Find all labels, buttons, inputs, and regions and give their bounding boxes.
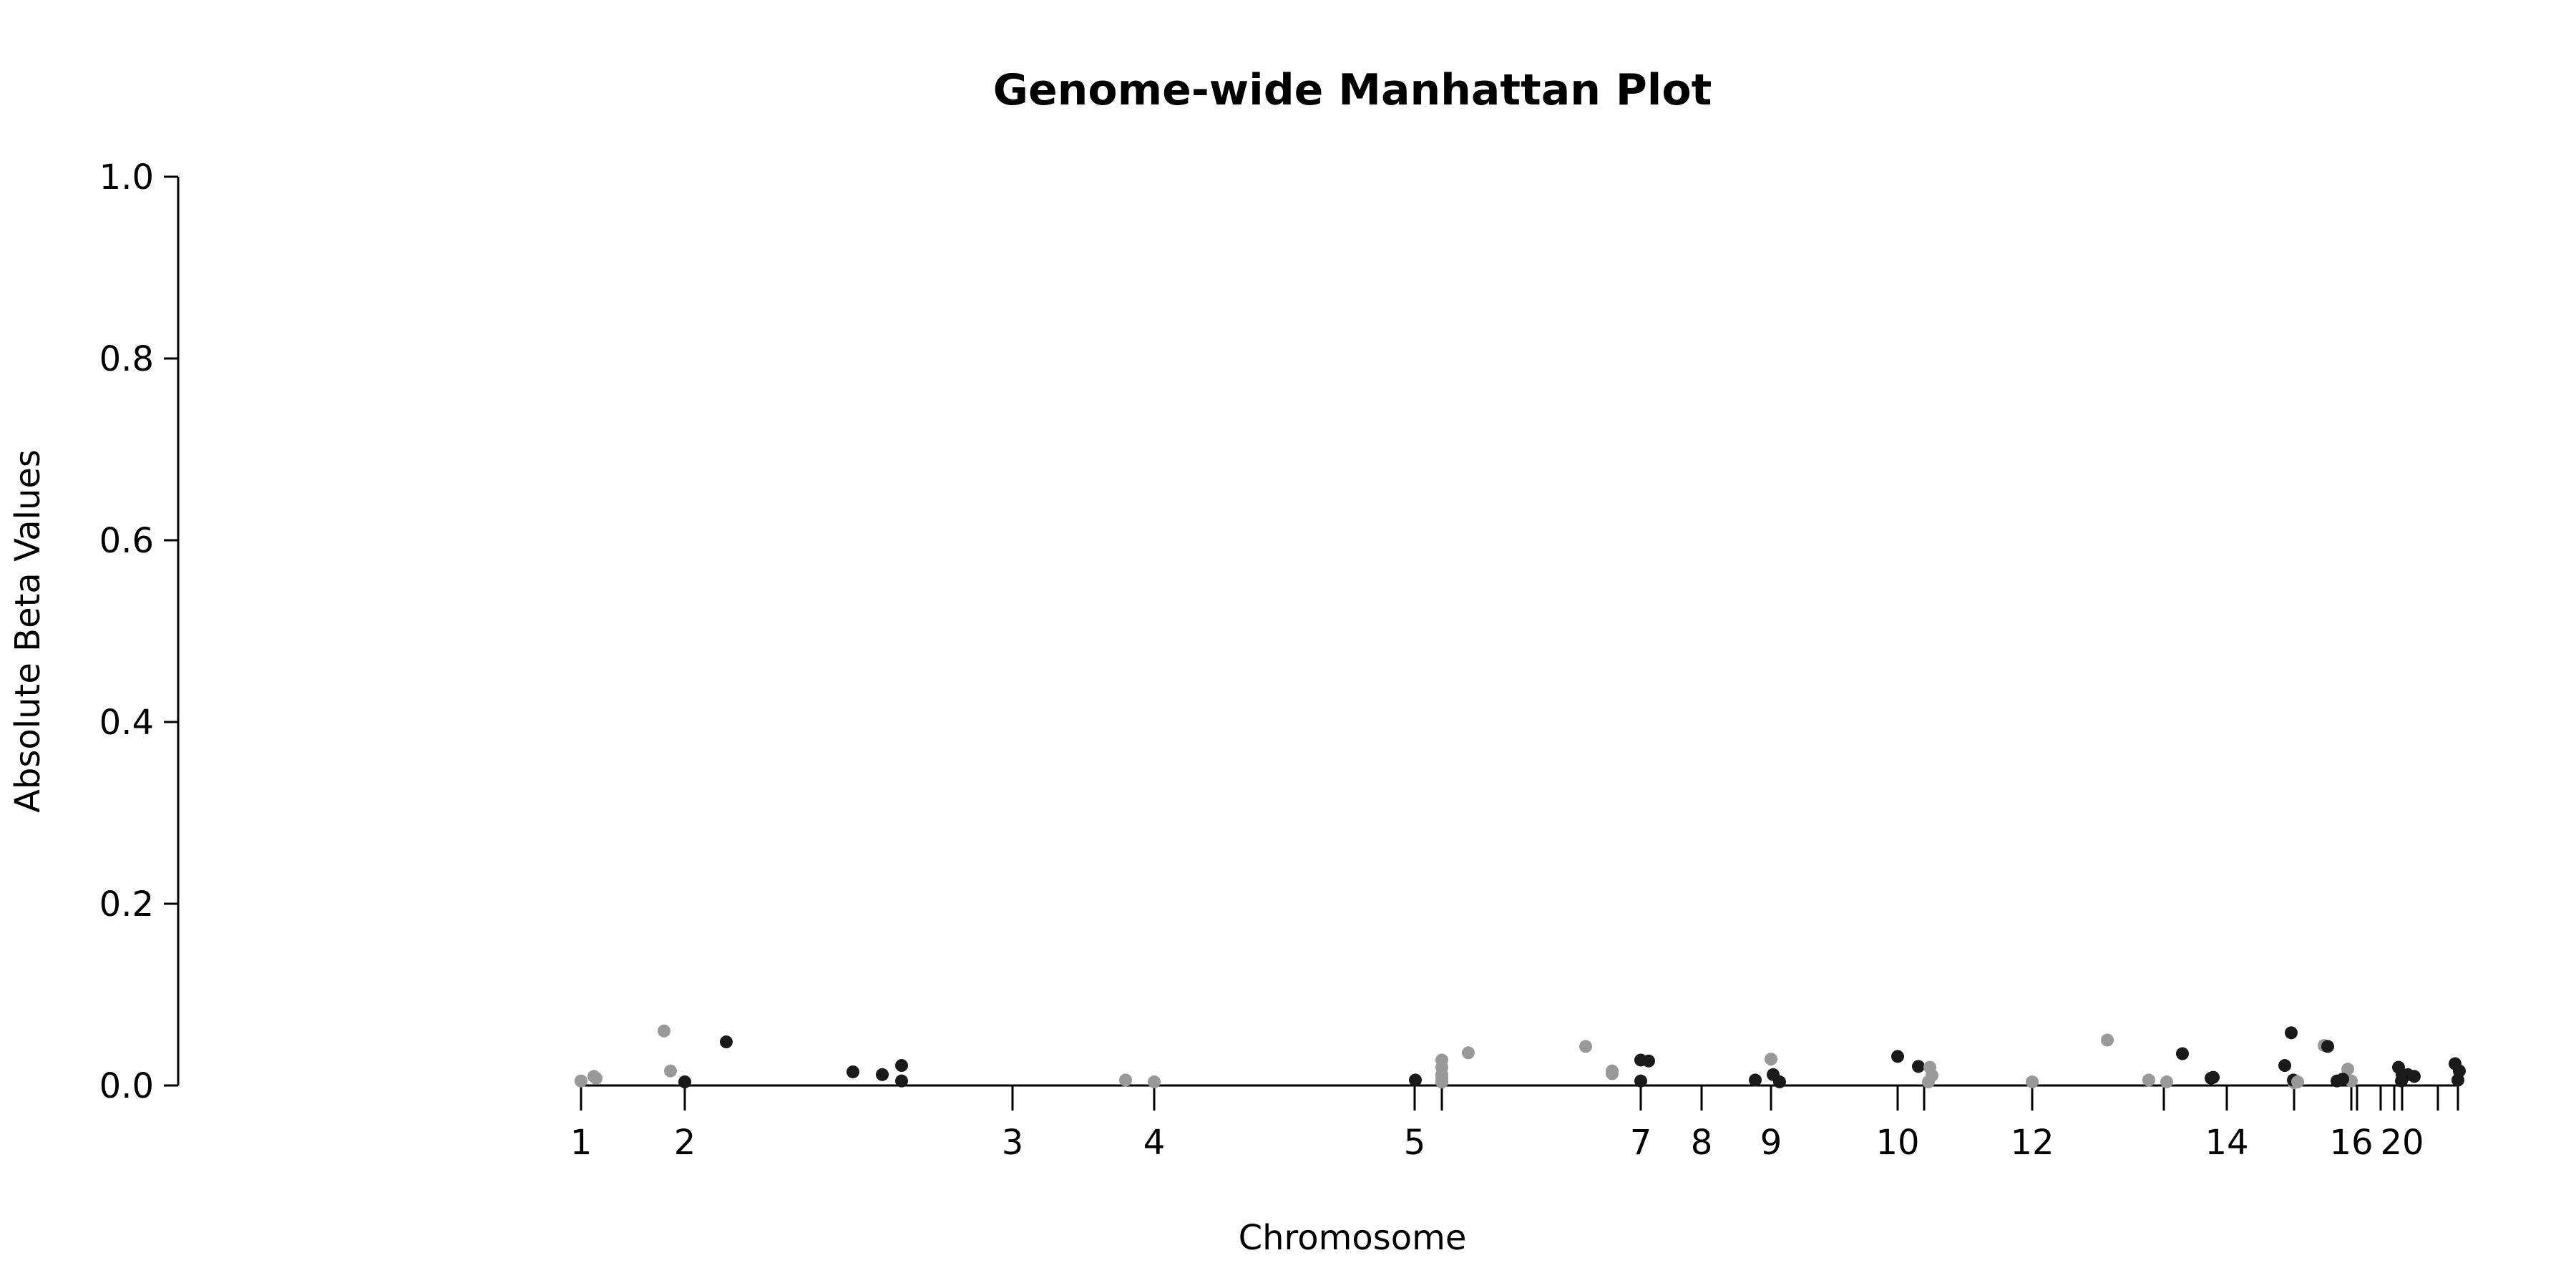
y-tick-label: 0.0: [99, 1066, 154, 1106]
data-point: [1579, 1040, 1592, 1053]
x-tick-label: 8: [1691, 1123, 1713, 1163]
y-tick-label: 0.2: [99, 884, 154, 924]
data-point: [2392, 1060, 2405, 1074]
x-tick-label: 7: [1630, 1123, 1652, 1163]
data-point: [590, 1071, 602, 1085]
data-point: [2291, 1075, 2304, 1088]
data-point: [1409, 1073, 1422, 1087]
y-axis: 0.0 0.2 0.4 0.6 0.8 1.0: [99, 157, 180, 1106]
data-point: [2142, 1073, 2155, 1087]
data-point: [2321, 1040, 2334, 1053]
data-point: [1148, 1075, 1161, 1088]
x-tick-label: 9: [1760, 1123, 1782, 1163]
data-point: [2336, 1073, 2349, 1086]
data-point: [2176, 1047, 2189, 1060]
x-tick-label: 1: [570, 1123, 592, 1163]
data-point: [1435, 1053, 1448, 1067]
data-point: [2341, 1063, 2354, 1076]
data-point: [1891, 1050, 1904, 1063]
data-point: [678, 1075, 691, 1088]
data-point: [1119, 1073, 1132, 1087]
data-point: [2453, 1064, 2466, 1078]
data-point: [2278, 1059, 2291, 1073]
data-point: [664, 1064, 677, 1078]
data-point: [2207, 1070, 2220, 1084]
x-tick-label: 5: [1404, 1123, 1426, 1163]
data-point: [2285, 1026, 2298, 1040]
data-point: [658, 1024, 670, 1038]
data-point: [1634, 1074, 1647, 1088]
data-point: [1765, 1053, 1777, 1066]
data-point: [1462, 1046, 1475, 1060]
x-tick-label: 2: [674, 1123, 696, 1163]
data-point: [1642, 1054, 1655, 1068]
x-tick-label: 16: [2329, 1123, 2373, 1163]
y-tick-label: 0.4: [99, 703, 154, 743]
data-point: [2026, 1075, 2039, 1088]
data-point: [895, 1059, 908, 1073]
y-tick-label: 0.6: [99, 521, 154, 561]
data-point: [1923, 1060, 1936, 1074]
data-point: [1912, 1060, 1925, 1073]
data-point: [575, 1074, 587, 1088]
data-point: [1773, 1075, 1786, 1088]
x-tick-label: 14: [2205, 1123, 2248, 1163]
data-point: [1606, 1067, 1619, 1080]
data-point: [895, 1074, 908, 1088]
x-axis: 1 2 3 4 5 7 8 9 10 12 14 16 20: [570, 1084, 2459, 1163]
data-point: [720, 1035, 733, 1049]
y-axis-label: Absolute Beta Values: [8, 449, 48, 813]
x-tick-label: 20: [2380, 1123, 2424, 1163]
y-tick-label: 1.0: [99, 157, 154, 197]
x-tick-label: 10: [1875, 1123, 1919, 1163]
y-tick-label: 0.8: [99, 339, 154, 379]
data-point: [876, 1068, 889, 1081]
x-axis-label: Chromosome: [1239, 1218, 1467, 1258]
x-tick-label: 4: [1143, 1123, 1166, 1163]
data-point: [2401, 1068, 2414, 1081]
data-point: [2160, 1075, 2173, 1088]
data-points: [575, 1024, 2466, 1090]
x-tick-label: 3: [1002, 1123, 1024, 1163]
x-tick-label: 12: [2010, 1123, 2054, 1163]
data-point: [2101, 1033, 2114, 1047]
data-point: [847, 1065, 859, 1078]
data-point: [1749, 1073, 1762, 1087]
chart-title: Genome-wide Manhattan Plot: [993, 65, 1712, 115]
